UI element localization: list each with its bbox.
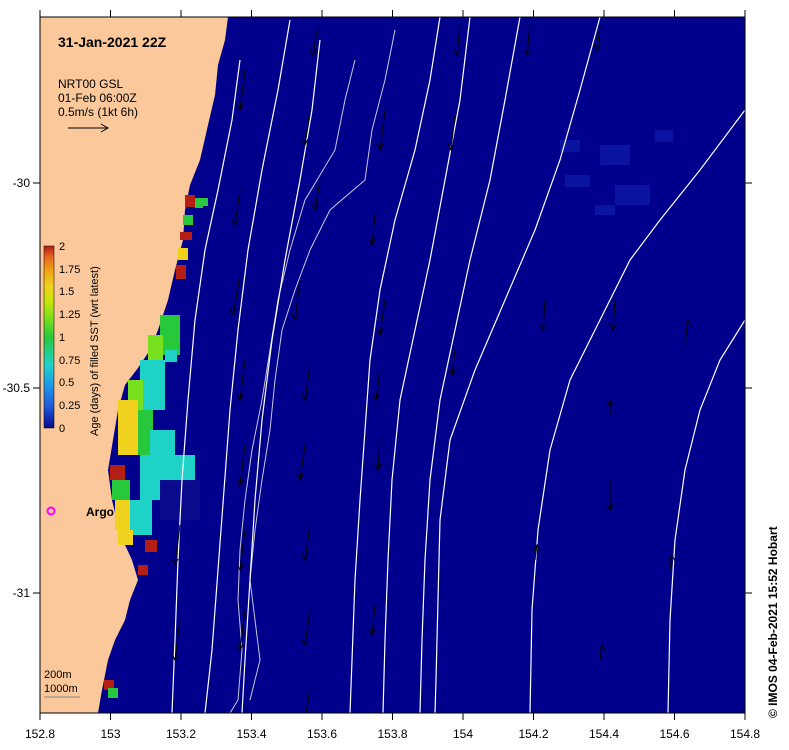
x-tick-label: 153.6 [307, 727, 337, 741]
x-tick-label: 152.8 [25, 727, 55, 741]
y-tick-label: -31 [13, 586, 31, 600]
y-tick-labels: -30 -30.5 -31 [3, 176, 31, 600]
y-tick-label: -30 [13, 176, 31, 190]
y-ticks [33, 182, 752, 594]
y-tick-label: -30.5 [3, 381, 31, 395]
x-tick-label: 154 [453, 727, 473, 741]
colorbar-tick: 1.5 [59, 286, 74, 298]
x-tick-label: 153.8 [377, 727, 407, 741]
x-tick-label: 154.6 [659, 727, 689, 741]
contour-200m [229, 59, 356, 714]
bathymetry-legend-1000m: 1000m [44, 683, 78, 695]
product-info: NRT00 GSL 01-Feb 06:00Z 0.5m/s (1kt 6h) [58, 77, 138, 119]
colorbar-tick: 1 [59, 332, 65, 344]
argo-marker-icon [46, 506, 56, 516]
colorbar: 2 1.75 1.5 1.25 1 0.75 0.5 0.25 0 Age (d… [43, 241, 101, 436]
colorbar-tick: 0.75 [59, 355, 80, 367]
colorbar-tick: 0.5 [59, 377, 74, 389]
argo-label: Argo [86, 505, 114, 519]
x-tick-label: 153.2 [166, 727, 196, 741]
land-coast [40, 17, 228, 713]
x-tick-label: 153.4 [236, 727, 266, 741]
imos-credit: © IMOS 04-Feb-2021 15:52 Hobart [766, 526, 780, 718]
product-line3: 0.5m/s (1kt 6h) [58, 105, 138, 119]
colorbar-tick: 2 [59, 241, 65, 253]
product-line2: 01-Feb 06:00Z [58, 91, 137, 105]
argo-float: Argo [46, 505, 114, 519]
bathymetry-legend: 200m 1000m [44, 669, 80, 698]
x-tick-label: 154.2 [518, 727, 548, 741]
colorbar-label: Age (days) of filled SST (wrt latest) [89, 266, 101, 436]
reference-arrow-icon [68, 123, 110, 133]
colorbar-tick: 1.75 [59, 264, 80, 276]
bathymetry-contours [229, 29, 396, 714]
colorbar-tick: 0 [59, 423, 65, 435]
x-tick-label: 154.4 [589, 727, 619, 741]
bathymetry-legend-200m: 200m [44, 669, 72, 681]
map-title: 31-Jan-2021 22Z [58, 34, 167, 50]
product-line1: NRT00 GSL [58, 77, 123, 91]
offshore-patches [560, 130, 673, 215]
coastal-sst-pixels [104, 195, 208, 698]
current-arrows [171, 24, 692, 714]
colorbar-tick: 1.25 [59, 309, 80, 321]
current-streamlines [171, 16, 746, 714]
colorbar-tick: 0.25 [59, 400, 80, 412]
x-tick-labels: 152.8 153 153.2 153.4 153.6 153.8 154 15… [25, 727, 760, 741]
x-ticks [39, 10, 746, 720]
contour-1000m [249, 29, 396, 701]
x-tick-label: 154.8 [730, 727, 760, 741]
colorbar-gradient [43, 245, 55, 429]
x-tick-label: 153 [100, 727, 120, 741]
